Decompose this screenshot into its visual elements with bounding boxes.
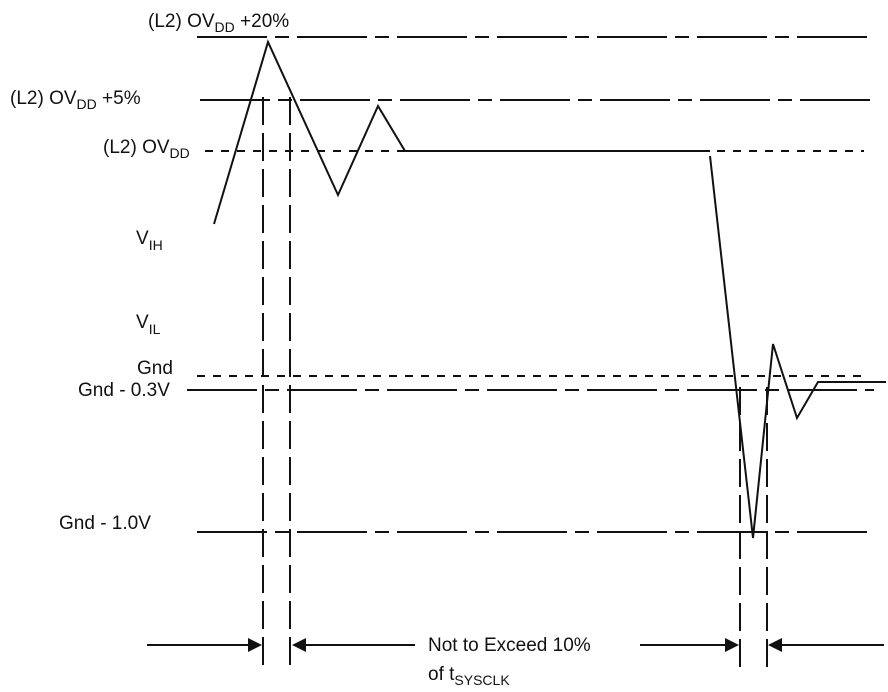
label-vih: VIH	[136, 228, 163, 253]
annotation-not-to-exceed: Not to Exceed 10%	[428, 635, 591, 656]
label-gnd: Gnd	[137, 358, 173, 379]
arrowhead-left-inner	[292, 638, 306, 652]
waveform-undershoot	[709, 155, 886, 539]
label-ovdd: (L2) OVDD	[103, 137, 190, 161]
label-ovdd-plus-5: (L2) OVDD +5%	[10, 88, 141, 112]
label-gnd-minus-1-0v: Gnd - 1.0V	[59, 513, 151, 534]
arrowhead-right-inner	[725, 638, 739, 652]
label-gnd-minus-0-3v: Gnd - 0.3V	[78, 380, 170, 401]
arrowhead-left-outer	[248, 638, 262, 652]
label-vil: VIL	[136, 312, 161, 337]
waveform-overshoot	[213, 39, 710, 225]
arrowhead-right-outer	[768, 638, 782, 652]
annotation-of-tsysclk: of tSYSCLK	[428, 664, 510, 688]
label-ovdd-plus-20: (L2) OVDD +20%	[148, 11, 289, 35]
